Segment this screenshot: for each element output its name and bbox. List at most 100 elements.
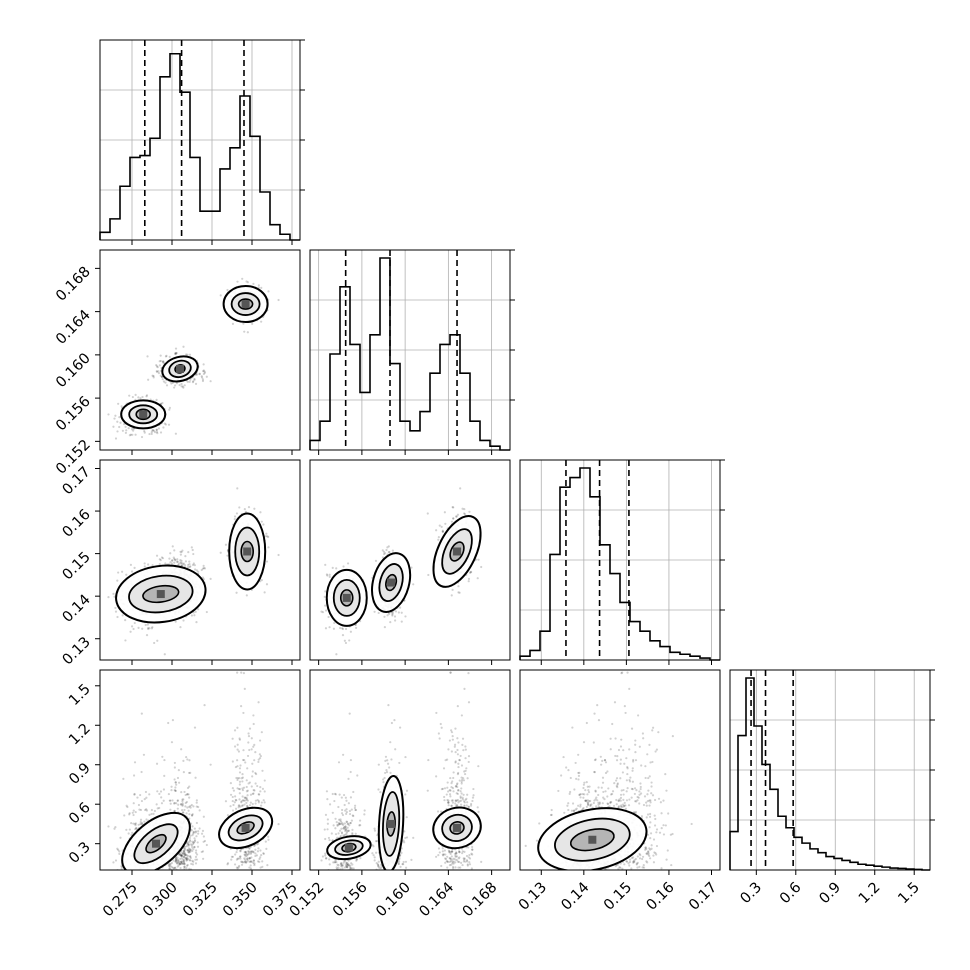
sample-point bbox=[174, 789, 177, 793]
sample-point bbox=[159, 872, 161, 874]
sample-point bbox=[332, 627, 335, 630]
sample-point bbox=[118, 425, 121, 429]
sample-point bbox=[188, 867, 191, 870]
sample-point bbox=[209, 380, 212, 383]
sample-point bbox=[133, 761, 137, 764]
sample-point bbox=[174, 352, 177, 356]
sample-point bbox=[185, 858, 188, 861]
sample-point bbox=[201, 850, 205, 853]
sample-point bbox=[198, 827, 201, 830]
sample-point bbox=[176, 807, 179, 810]
sample-point bbox=[187, 872, 189, 874]
sample-point bbox=[244, 861, 248, 864]
sample-point bbox=[463, 513, 467, 516]
sample-point bbox=[183, 847, 186, 850]
sample-point bbox=[174, 781, 177, 784]
sample-point bbox=[194, 382, 198, 385]
sample-point bbox=[181, 862, 184, 865]
sample-point bbox=[181, 802, 184, 805]
sample-point bbox=[126, 805, 129, 809]
sample-point bbox=[185, 755, 188, 759]
sample-point bbox=[191, 833, 194, 837]
sample-point bbox=[174, 860, 177, 863]
sample-point bbox=[193, 837, 196, 840]
sample-point bbox=[203, 704, 206, 707]
sample-point bbox=[158, 558, 161, 561]
sample-point bbox=[155, 398, 158, 402]
sample-point bbox=[277, 553, 280, 557]
sample-point bbox=[182, 771, 185, 774]
histogram-panel-2 bbox=[309, 249, 515, 455]
sample-point bbox=[132, 809, 135, 812]
sample-point bbox=[178, 863, 181, 866]
sample-point bbox=[185, 800, 188, 804]
sample-point bbox=[133, 566, 136, 569]
sample-point bbox=[440, 525, 443, 528]
sample-point bbox=[168, 406, 172, 409]
sample-point bbox=[196, 845, 200, 848]
sample-point bbox=[173, 561, 176, 564]
sample-point bbox=[190, 829, 194, 832]
sample-point bbox=[233, 729, 237, 732]
sample-point bbox=[169, 552, 172, 555]
sample-point bbox=[173, 386, 176, 389]
sample-point bbox=[324, 604, 327, 607]
sample-point bbox=[246, 331, 249, 334]
sample-point bbox=[202, 369, 205, 372]
sample-point bbox=[170, 562, 173, 565]
sample-point bbox=[107, 596, 110, 599]
sample-point bbox=[193, 568, 197, 571]
sample-point bbox=[132, 774, 136, 777]
panel-frame bbox=[519, 459, 721, 661]
sample-point bbox=[178, 861, 181, 864]
sample-point bbox=[193, 614, 196, 617]
sample-point bbox=[161, 557, 165, 560]
sample-point bbox=[451, 588, 454, 591]
sample-point bbox=[121, 429, 124, 432]
sample-point bbox=[153, 431, 157, 434]
sample-point bbox=[143, 565, 146, 568]
sample-point bbox=[189, 856, 192, 860]
sample-point bbox=[174, 786, 177, 789]
sample-point bbox=[155, 762, 159, 765]
sample-point bbox=[196, 841, 199, 844]
sample-point bbox=[470, 570, 473, 573]
histogram-step-line bbox=[519, 467, 720, 661]
sample-point bbox=[190, 546, 193, 549]
sample-point bbox=[182, 345, 185, 348]
sample-point bbox=[193, 846, 196, 849]
sample-point bbox=[190, 875, 192, 877]
sample-point bbox=[233, 801, 236, 804]
sample-point bbox=[131, 811, 134, 814]
sample-point bbox=[331, 566, 334, 569]
sample-point bbox=[198, 373, 201, 376]
sample-point bbox=[193, 839, 197, 842]
sample-point bbox=[173, 761, 176, 765]
sample-point bbox=[190, 614, 194, 617]
sample-point bbox=[188, 849, 191, 852]
sample-point bbox=[324, 563, 327, 566]
sample-point bbox=[150, 812, 153, 816]
sample-point bbox=[134, 872, 136, 874]
sample-point bbox=[348, 639, 351, 642]
sample-point bbox=[179, 558, 182, 562]
sample-point bbox=[190, 862, 193, 865]
sample-point bbox=[143, 429, 146, 433]
sample-point bbox=[382, 550, 386, 553]
sample-point bbox=[426, 512, 429, 515]
sample-point bbox=[381, 549, 384, 552]
sample-point bbox=[184, 845, 187, 848]
sample-points bbox=[107, 487, 280, 656]
sample-point bbox=[236, 743, 239, 746]
sample-point bbox=[188, 565, 191, 569]
sample-point bbox=[194, 862, 198, 865]
sample-point bbox=[112, 592, 115, 595]
sample-point bbox=[181, 808, 184, 812]
sample-point bbox=[174, 781, 177, 784]
sample-point bbox=[148, 432, 151, 436]
panel-frame bbox=[729, 669, 931, 871]
sample-point bbox=[191, 840, 194, 843]
sample-point bbox=[170, 789, 173, 792]
sample-point bbox=[467, 580, 470, 583]
sample-point bbox=[341, 627, 345, 631]
